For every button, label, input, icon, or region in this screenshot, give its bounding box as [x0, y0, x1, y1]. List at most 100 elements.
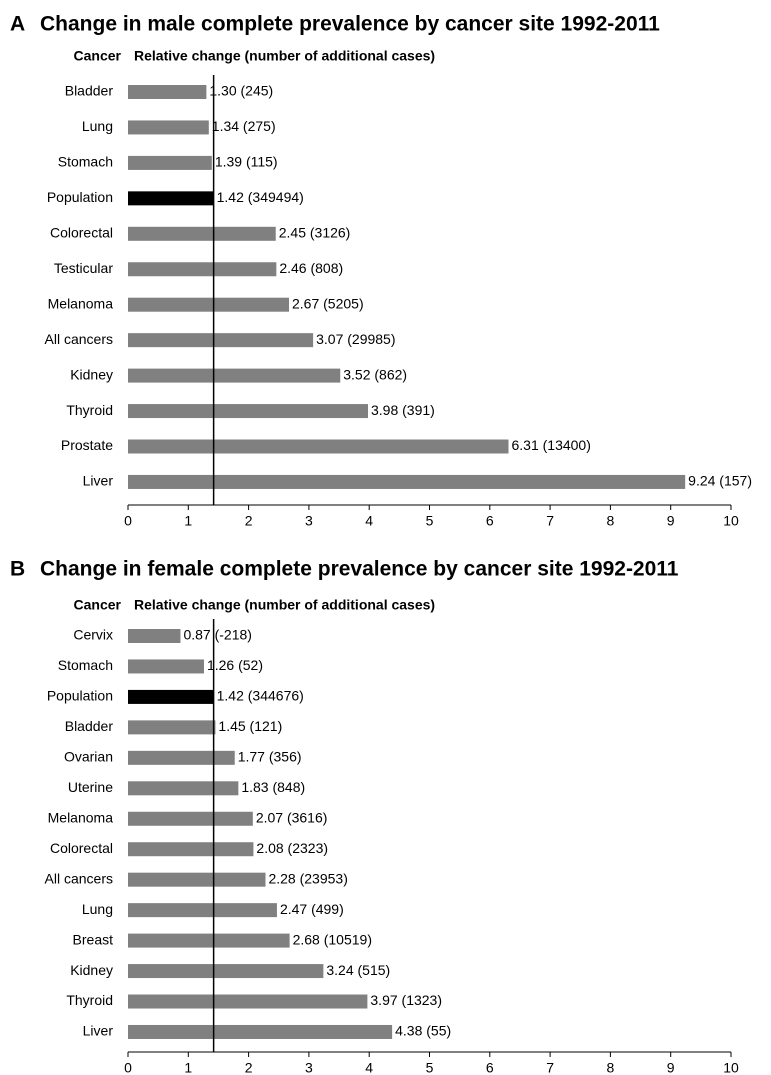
bar — [128, 933, 290, 948]
category-label: Colorectal — [50, 225, 113, 241]
value-header: Relative change (number of additional ca… — [134, 597, 435, 613]
bar — [128, 120, 209, 135]
category-label: Population — [47, 688, 113, 704]
x-tick-label: 5 — [426, 513, 434, 529]
bar — [128, 155, 212, 170]
category-label: Kidney — [70, 962, 113, 978]
x-tick-label: 1 — [184, 1060, 192, 1075]
x-tick-label: 2 — [245, 513, 253, 529]
x-tick-label: 6 — [486, 1060, 494, 1075]
category-label: Lung — [82, 901, 113, 917]
value-label: 2.47 (499) — [280, 901, 344, 917]
value-label: 2.68 (10519) — [293, 931, 372, 947]
category-header: Cancer — [74, 597, 122, 613]
category-label: Bladder — [65, 83, 114, 99]
value-label: 1.39 (115) — [215, 154, 278, 170]
x-tick-label: 10 — [723, 513, 739, 529]
category-label: Liver — [83, 1023, 114, 1039]
category-label: Thyroid — [66, 992, 113, 1008]
bar — [128, 333, 314, 348]
category-label: Testicular — [54, 260, 113, 276]
bar — [128, 903, 277, 918]
chart-title: Change in female complete prevalence by … — [40, 558, 679, 581]
x-tick-label: 6 — [486, 513, 494, 529]
value-label: 3.52 (862) — [343, 366, 407, 382]
bar — [128, 474, 686, 489]
bar — [128, 964, 324, 979]
bar — [128, 659, 204, 674]
panel-letter: B — [10, 558, 25, 581]
x-tick-label: 4 — [365, 513, 373, 529]
category-label: Liver — [83, 473, 114, 489]
value-label: 3.24 (515) — [326, 962, 390, 978]
category-label: Prostate — [61, 437, 113, 453]
x-tick-label: 9 — [667, 1060, 675, 1075]
bar — [128, 85, 207, 99]
value-label: 1.42 (344676) — [217, 688, 304, 704]
value-label: 2.67 (5205) — [292, 295, 364, 311]
x-tick-label: 1 — [184, 513, 192, 529]
category-label: Melanoma — [48, 295, 114, 311]
value-label: 2.45 (3126) — [279, 225, 351, 241]
x-tick-label: 3 — [305, 513, 313, 529]
value-label: 2.28 (23953) — [268, 870, 347, 886]
value-label: 6.31 (13400) — [511, 437, 590, 453]
category-label: Breast — [73, 931, 114, 947]
bar — [128, 781, 239, 796]
chart-title: Change in male complete prevalence by ca… — [40, 13, 660, 36]
bar — [128, 720, 216, 735]
bar — [128, 191, 214, 206]
bar — [128, 994, 368, 1009]
x-tick-label: 8 — [607, 1060, 615, 1075]
bar — [128, 689, 214, 704]
category-label: Population — [47, 189, 113, 205]
value-label: 2.08 (2323) — [256, 840, 328, 856]
value-label: 1.26 (52) — [207, 657, 263, 673]
bar — [128, 1024, 393, 1039]
value-label: 3.07 (29985) — [316, 331, 395, 347]
category-label: Ovarian — [64, 749, 113, 765]
bar — [128, 404, 368, 419]
panel-letter: A — [10, 13, 25, 36]
x-tick-label: 8 — [607, 513, 615, 529]
bar — [128, 226, 276, 241]
value-label: 4.38 (55) — [395, 1023, 451, 1039]
x-tick-label: 4 — [365, 1060, 373, 1075]
x-tick-label: 7 — [546, 1060, 554, 1075]
bar — [128, 262, 277, 277]
category-label: Thyroid — [66, 402, 113, 418]
value-label: 1.42 (349494) — [217, 189, 304, 205]
value-label: 2.07 (3616) — [256, 809, 328, 825]
x-tick-label: 10 — [723, 1060, 739, 1075]
category-label: Stomach — [58, 154, 113, 170]
value-label: 0.87 (-218) — [183, 627, 251, 643]
category-label: Stomach — [58, 657, 113, 673]
category-label: Cervix — [73, 627, 113, 643]
category-label: Colorectal — [50, 840, 113, 856]
value-label: 1.83 (848) — [241, 779, 305, 795]
x-tick-label: 0 — [124, 1060, 132, 1075]
value-label: 3.98 (391) — [371, 402, 435, 418]
value-header: Relative change (number of additional ca… — [134, 48, 435, 64]
value-label: 1.30 (245) — [209, 83, 273, 99]
bar — [128, 811, 253, 826]
bar — [128, 872, 266, 887]
value-label: 1.34 (275) — [212, 118, 276, 134]
bar — [128, 439, 509, 454]
category-label: Bladder — [65, 718, 114, 734]
bar — [128, 297, 290, 312]
category-label: Lung — [82, 118, 113, 134]
x-tick-label: 0 — [124, 513, 132, 529]
category-label: All cancers — [45, 331, 113, 347]
value-label: 9.24 (157) — [688, 473, 752, 489]
value-label: 3.97 (1323) — [370, 992, 442, 1008]
bar — [128, 368, 341, 383]
x-tick-label: 9 — [667, 513, 675, 529]
category-header: Cancer — [74, 48, 122, 64]
x-tick-label: 3 — [305, 1060, 313, 1075]
bar — [128, 629, 181, 643]
value-label: 2.46 (808) — [279, 260, 343, 276]
x-tick-label: 7 — [546, 513, 554, 529]
